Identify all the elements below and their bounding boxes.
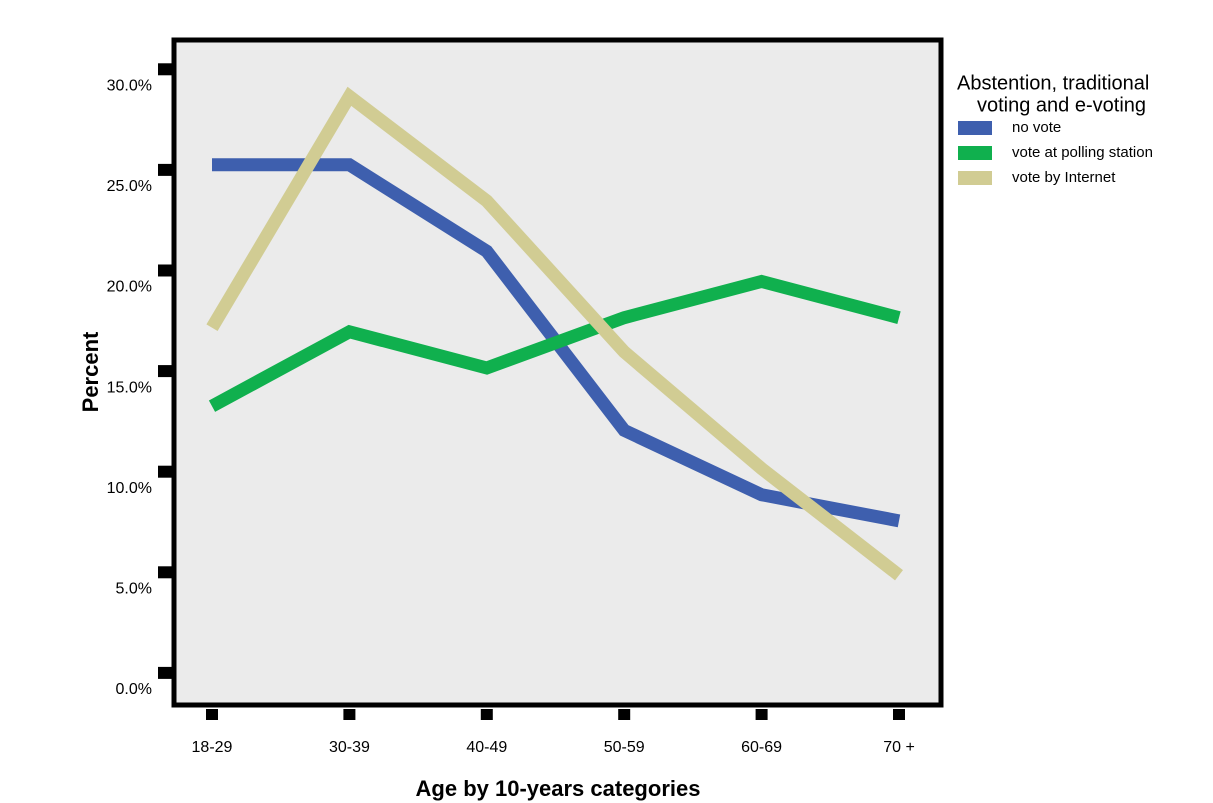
x-tick-label: 60-69 [741, 739, 782, 756]
y-tick-label: 10.0% [107, 480, 152, 497]
x-tick-mark [618, 709, 631, 720]
legend-swatch [958, 146, 992, 160]
x-tick-mark [893, 709, 905, 720]
x-tick-label: 40-49 [466, 739, 507, 756]
x-tick-label: 30-39 [329, 739, 370, 756]
legend-label: vote at polling station [1012, 144, 1153, 161]
y-tick-mark [158, 163, 172, 176]
y-tick-mark [158, 365, 172, 378]
y-tick-mark [158, 666, 172, 679]
legend-title: voting and e-voting [977, 94, 1146, 116]
legend-swatch [958, 171, 992, 185]
x-tick-mark [343, 709, 356, 720]
y-tick-mark [158, 264, 172, 277]
y-tick-mark [158, 566, 172, 579]
y-tick-mark [158, 465, 172, 478]
y-tick-mark [158, 63, 172, 76]
y-tick-label: 0.0% [116, 681, 152, 698]
plot-area [171, 37, 944, 708]
x-tick-label: 70 + [883, 739, 915, 756]
legend-label: no vote [1012, 119, 1061, 136]
x-tick-label: 18-29 [192, 739, 233, 756]
legend-title: Abstention, traditional [957, 72, 1149, 94]
y-tick-label: 15.0% [107, 379, 152, 396]
y-tick-label: 25.0% [107, 178, 152, 195]
legend-label: vote by Internet [1012, 169, 1116, 186]
legend-swatch [958, 121, 992, 135]
x-tick-mark [206, 709, 218, 720]
y-tick-label: 5.0% [116, 581, 152, 598]
y-tick-label: 30.0% [107, 78, 152, 95]
x-tick-mark [480, 709, 493, 720]
x-tick-mark [755, 709, 768, 720]
x-axis-title: Age by 10-years categories [416, 776, 701, 801]
y-axis-title: Percent [78, 331, 103, 412]
series-line [206, 86, 903, 581]
series-line [208, 274, 901, 412]
y-tick-label: 20.0% [107, 279, 152, 296]
x-tick-label: 50-59 [604, 739, 645, 756]
